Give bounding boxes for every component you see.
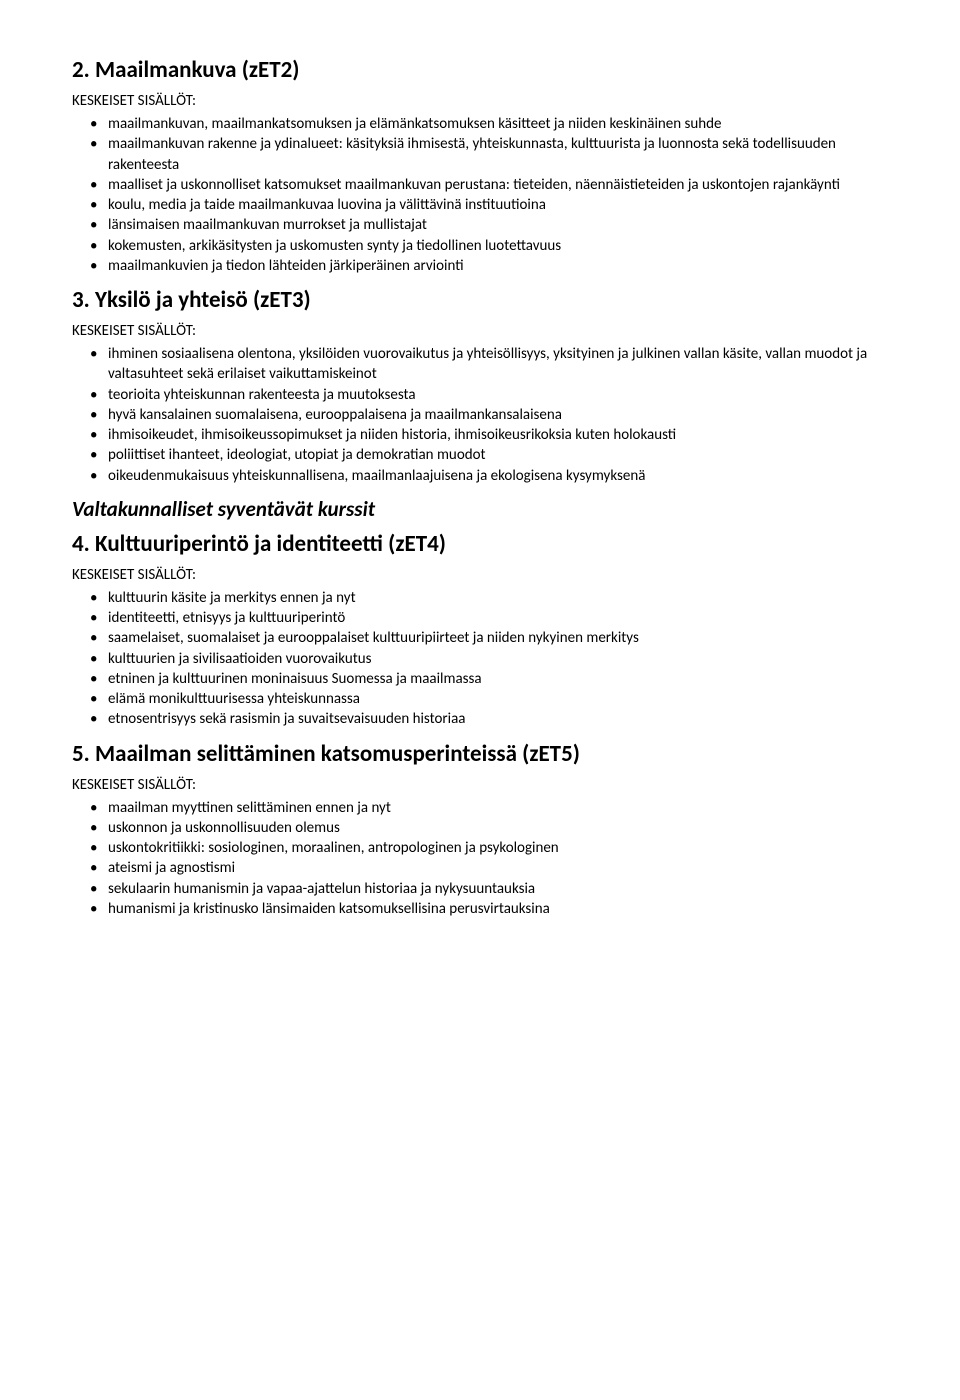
section-subheader: KESKEISET SISÄLLÖT: <box>72 566 888 584</box>
list-item: kokemusten, arkikäsitysten ja uskomusten… <box>72 236 888 256</box>
list-item: kulttuurien ja sivilisaatioiden vuorovai… <box>72 649 888 669</box>
section-2: 3. Yksilö ja yhteisö (zET3) KESKEISET SI… <box>72 286 888 486</box>
list-item: maailmankuvan, maailmankatsomuksen ja el… <box>72 114 888 134</box>
list-item: kulttuurin käsite ja merkitys ennen ja n… <box>72 588 888 608</box>
list-item: maalliset ja uskonnolliset katsomukset m… <box>72 175 888 195</box>
list-item: etninen ja kulttuurinen moninaisuus Suom… <box>72 669 888 689</box>
list-item: identiteetti, etnisyys ja kulttuuriperin… <box>72 608 888 628</box>
list-item: länsimaisen maailmankuvan murrokset ja m… <box>72 215 888 235</box>
section-1: 2. Maailmankuva (zET2) KESKEISET SISÄLLÖ… <box>72 56 888 276</box>
list-item: elämä monikulttuurisessa yhteiskunnassa <box>72 689 888 709</box>
list-item: ihmisoikeudet, ihmisoikeussopimukset ja … <box>72 425 888 445</box>
group-heading: Valtakunnalliset syventävät kurssit <box>72 496 888 522</box>
list-item: maailmankuvan rakenne ja ydinalueet: käs… <box>72 134 888 175</box>
list-item: ateismi ja agnostismi <box>72 858 888 878</box>
section-subheader: KESKEISET SISÄLLÖT: <box>72 92 888 110</box>
bullet-list: maailman myyttinen selittäminen ennen ja… <box>72 798 888 920</box>
list-item: teorioita yhteiskunnan rakenteesta ja mu… <box>72 385 888 405</box>
list-item: sekulaarin humanismin ja vapaa-ajattelun… <box>72 879 888 899</box>
section-subheader: KESKEISET SISÄLLÖT: <box>72 322 888 340</box>
bullet-list: ihminen sosiaalisena olentona, yksilöide… <box>72 344 888 486</box>
list-item: maailmankuvien ja tiedon lähteiden järki… <box>72 256 888 276</box>
list-item: ihminen sosiaalisena olentona, yksilöide… <box>72 344 888 385</box>
section-heading: 4. Kulttuuriperintö ja identiteetti (zET… <box>72 530 888 558</box>
list-item: koulu, media ja taide maailmankuvaa luov… <box>72 195 888 215</box>
section-subheader: KESKEISET SISÄLLÖT: <box>72 776 888 794</box>
list-item: maailman myyttinen selittäminen ennen ja… <box>72 798 888 818</box>
section-heading: 3. Yksilö ja yhteisö (zET3) <box>72 286 888 314</box>
list-item: humanismi ja kristinusko länsimaiden kat… <box>72 899 888 919</box>
section-heading: 5. Maailman selittäminen katsomusperinte… <box>72 740 888 768</box>
bullet-list: maailmankuvan, maailmankatsomuksen ja el… <box>72 114 888 276</box>
section-3: 4. Kulttuuriperintö ja identiteetti (zET… <box>72 530 888 730</box>
list-item: uskonnon ja uskonnollisuuden olemus <box>72 818 888 838</box>
section-4: 5. Maailman selittäminen katsomusperinte… <box>72 740 888 920</box>
section-heading: 2. Maailmankuva (zET2) <box>72 56 888 84</box>
list-item: etnosentrisyys sekä rasismin ja suvaitse… <box>72 709 888 729</box>
bullet-list: kulttuurin käsite ja merkitys ennen ja n… <box>72 588 888 730</box>
list-item: uskontokritiikki: sosiologinen, moraalin… <box>72 838 888 858</box>
list-item: hyvä kansalainen suomalaisena, eurooppal… <box>72 405 888 425</box>
list-item: oikeudenmukaisuus yhteiskunnallisena, ma… <box>72 466 888 486</box>
list-item: poliittiset ihanteet, ideologiat, utopia… <box>72 445 888 465</box>
list-item: saamelaiset, suomalaiset ja eurooppalais… <box>72 628 888 648</box>
